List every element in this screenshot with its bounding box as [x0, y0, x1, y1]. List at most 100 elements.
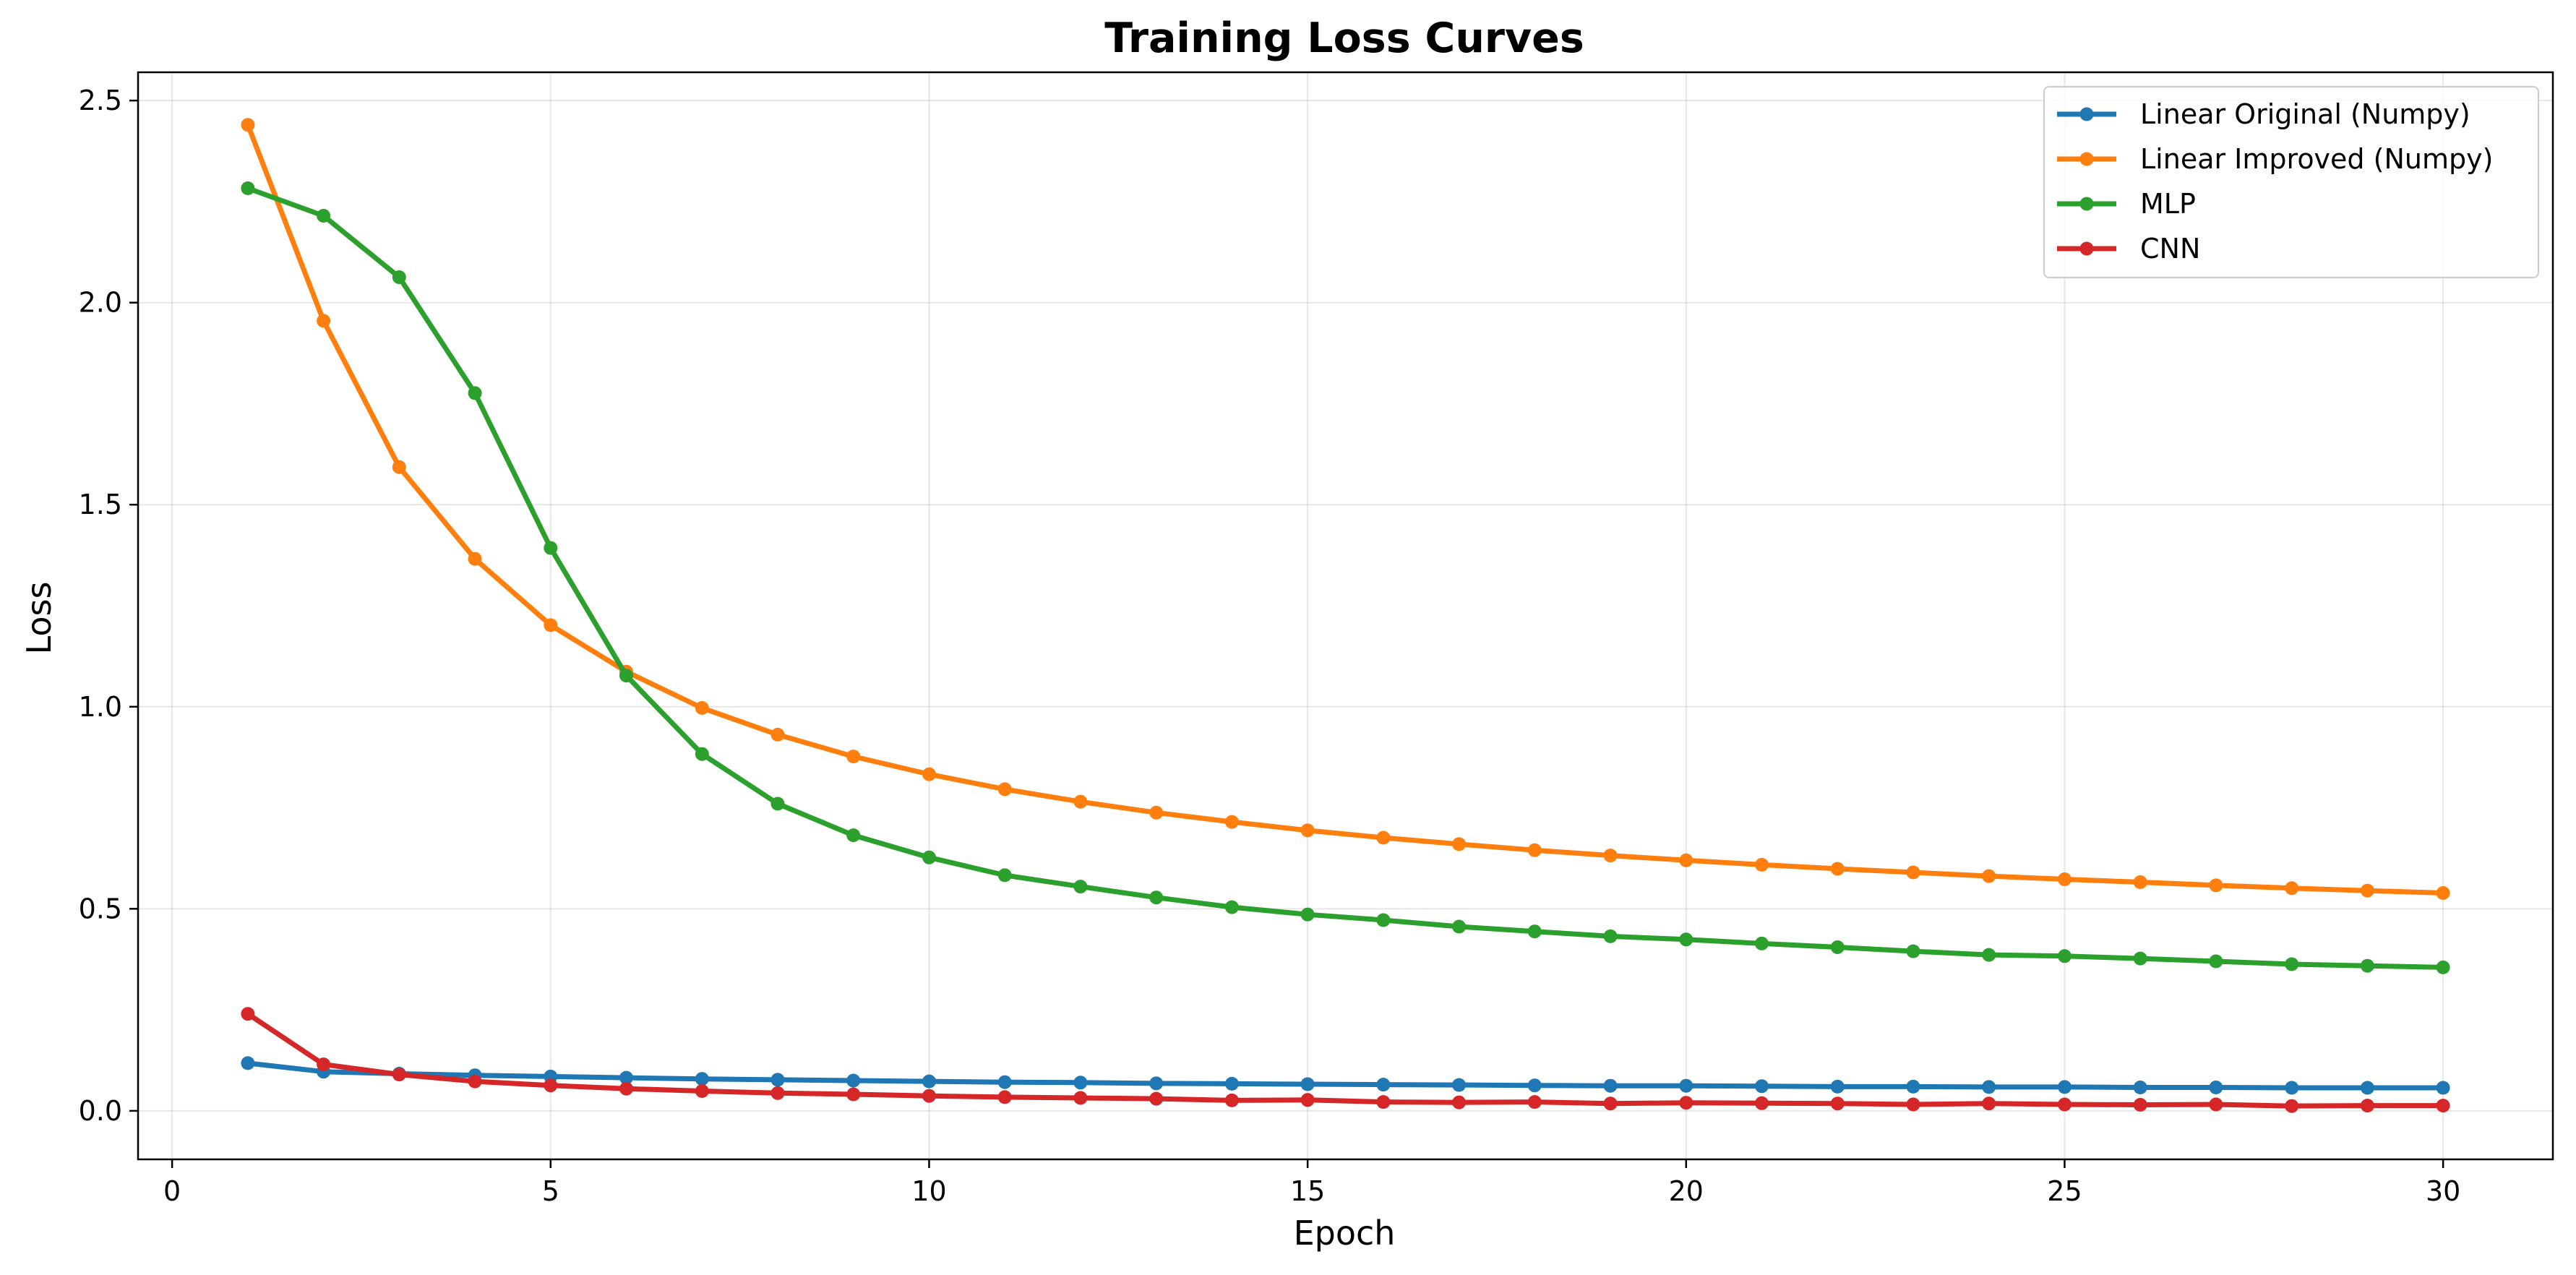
legend-swatch-marker [2079, 152, 2094, 166]
data-point [770, 727, 785, 742]
data-point [1527, 924, 1542, 939]
data-point [695, 701, 709, 715]
data-point [2360, 958, 2374, 973]
data-point [1679, 1078, 1693, 1093]
data-point [241, 1056, 255, 1070]
data-point [2360, 883, 2374, 898]
data-point [1149, 805, 1164, 820]
series-layer [241, 118, 2450, 1113]
data-point [2285, 1081, 2299, 1095]
data-point [317, 1057, 331, 1072]
series-group [241, 181, 2450, 974]
data-point [2436, 960, 2450, 974]
data-point [1376, 1095, 1391, 1109]
data-point [997, 1090, 1012, 1104]
data-point [1073, 794, 1088, 809]
data-point [1300, 907, 1315, 922]
data-point [619, 1070, 633, 1085]
x-tick-label: 25 [2047, 1175, 2082, 1207]
data-point [1224, 900, 1239, 914]
data-point [2285, 881, 2299, 896]
data-point [1982, 869, 1996, 883]
data-point [2209, 1097, 2223, 1112]
data-point [2360, 1081, 2374, 1095]
data-point [392, 270, 406, 284]
data-point [1603, 1096, 1618, 1111]
y-tick-label: 2.5 [79, 85, 122, 116]
series-group [241, 1007, 2450, 1113]
y-tick-label: 2.0 [79, 287, 122, 319]
data-point [1830, 1096, 1845, 1111]
x-tick-label: 15 [1290, 1175, 1325, 1207]
grid-lines [138, 72, 2553, 1159]
data-point [1830, 1079, 1845, 1094]
data-point [468, 551, 482, 566]
plot-frame [137, 71, 2554, 1161]
legend-box [2043, 86, 2539, 278]
data-point [317, 209, 331, 223]
data-point [922, 1074, 936, 1089]
data-point [392, 1068, 406, 1082]
data-point [1300, 1093, 1315, 1107]
data-point [1452, 919, 1467, 934]
y-axis-ticks: 0.0 0.5 1.0 1.5 2.0 2.5 [79, 85, 138, 1127]
data-point [1376, 1078, 1391, 1092]
data-point [1073, 1091, 1088, 1105]
data-point [1982, 948, 1996, 962]
legend-swatch-marker [2079, 197, 2094, 211]
data-point [1755, 936, 1769, 950]
data-point [695, 1072, 709, 1086]
data-point [997, 1075, 1012, 1089]
data-point [544, 1078, 558, 1093]
data-point [1527, 1095, 1542, 1109]
x-tick-label: 30 [2426, 1175, 2460, 1207]
data-point [2285, 957, 2299, 971]
data-point [770, 797, 785, 811]
legend: Linear Original (Numpy) Linear Improved (… [2043, 86, 2539, 278]
series-line [245, 1060, 2446, 1091]
y-axis-label: Loss [20, 582, 59, 655]
data-point [1376, 913, 1391, 927]
data-point [846, 828, 861, 843]
data-point [1603, 1078, 1618, 1093]
data-point [2285, 1099, 2299, 1113]
data-point [392, 460, 406, 474]
x-tick-label: 5 [542, 1175, 559, 1207]
data-point [544, 541, 558, 555]
data-point [1376, 830, 1391, 845]
data-point [241, 118, 255, 132]
data-point [2058, 949, 2071, 963]
data-point [619, 669, 633, 683]
data-point [1527, 843, 1542, 857]
data-point [1830, 940, 1845, 954]
data-point [241, 181, 255, 195]
data-point [1830, 862, 1845, 876]
y-tick-label: 1.5 [79, 489, 122, 520]
y-tick-label: 0.0 [79, 1095, 122, 1127]
data-point [922, 850, 936, 864]
data-point [2058, 1080, 2071, 1094]
data-point [1300, 823, 1315, 838]
data-point [1906, 944, 1920, 958]
data-point [2209, 878, 2223, 893]
data-point [846, 750, 861, 764]
data-point [1149, 1091, 1164, 1106]
series-group [241, 1056, 2450, 1095]
data-point [317, 314, 331, 328]
x-tick-label: 0 [163, 1175, 181, 1207]
data-point [619, 1081, 633, 1096]
data-point [2133, 1081, 2147, 1094]
data-point [544, 618, 558, 632]
legend-label: MLP [2140, 188, 2196, 220]
x-axis-label: Epoch [1294, 1214, 1396, 1253]
y-tick-label: 1.0 [79, 691, 122, 723]
legend-swatch-marker [2079, 107, 2094, 121]
data-point [1527, 1078, 1542, 1093]
series-line [245, 1011, 2446, 1109]
data-point [1679, 932, 1693, 947]
data-point [770, 1073, 785, 1087]
data-point [1073, 1076, 1088, 1090]
data-point [2133, 875, 2147, 889]
series-line [245, 122, 2446, 896]
data-point [1679, 1096, 1693, 1110]
